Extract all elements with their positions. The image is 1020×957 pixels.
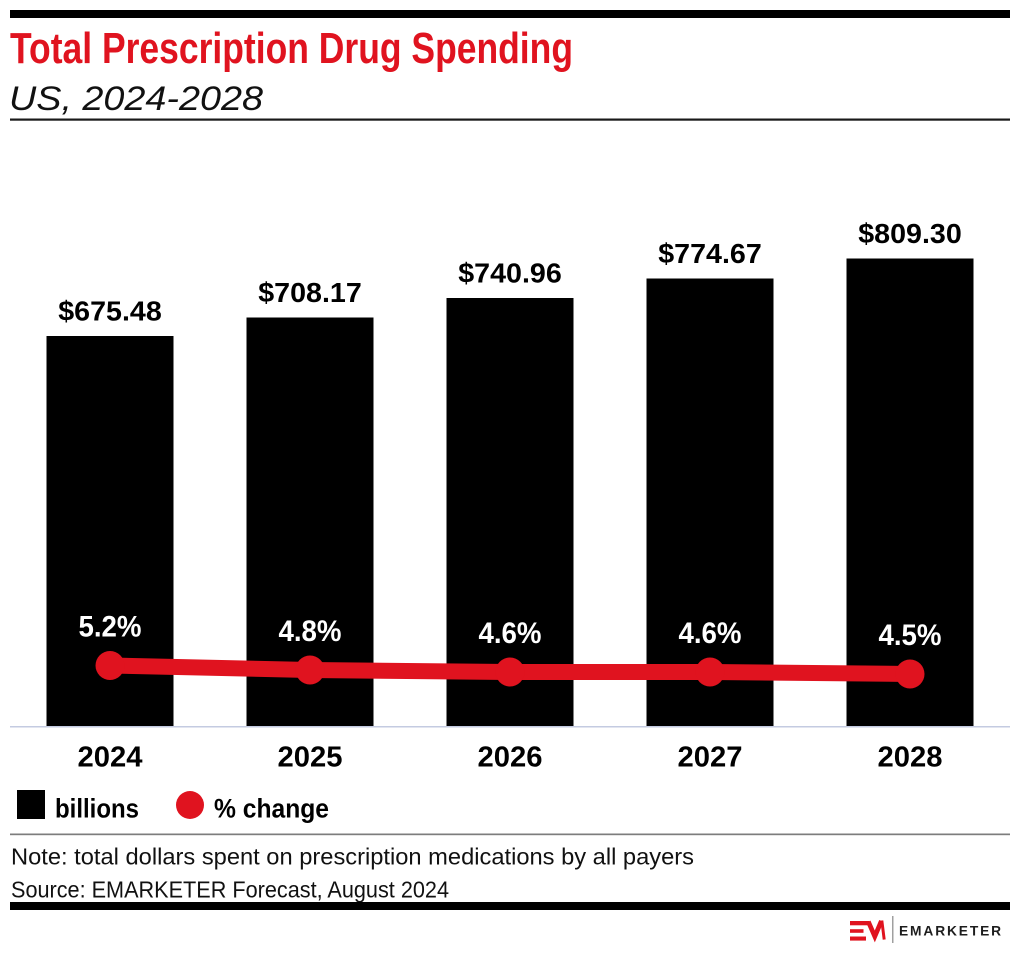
svg-text:4.6%: 4.6%	[479, 617, 542, 650]
svg-text:4.8%: 4.8%	[279, 615, 342, 648]
svg-text:$675.48: $675.48	[58, 296, 162, 327]
svg-text:2027: 2027	[678, 742, 743, 774]
svg-text:2028: 2028	[878, 742, 943, 774]
svg-text:4.5%: 4.5%	[879, 619, 942, 652]
svg-text:5.2%: 5.2%	[79, 611, 142, 644]
svg-text:4.6%: 4.6%	[679, 617, 742, 650]
svg-text:$740.96: $740.96	[458, 258, 562, 289]
svg-text:Note: total dollars spent on p: Note: total dollars spent on prescriptio…	[11, 844, 694, 870]
svg-text:Total Prescription Drug Spendi: Total Prescription Drug Spending	[10, 24, 573, 73]
svg-text:2025: 2025	[278, 742, 343, 774]
svg-text:$708.17: $708.17	[258, 277, 362, 308]
svg-text:$774.67: $774.67	[658, 238, 762, 269]
svg-text:Source: EMARKETER Forecast, Au: Source: EMARKETER Forecast, August 2024	[11, 877, 449, 903]
svg-text:billions: billions	[55, 794, 139, 824]
svg-text:2026: 2026	[478, 742, 543, 774]
svg-text:EMARKETER: EMARKETER	[899, 923, 1003, 939]
svg-text:2024: 2024	[78, 742, 143, 774]
svg-text:US, 2024-2028: US, 2024-2028	[9, 80, 263, 118]
svg-text:$809.30: $809.30	[858, 218, 962, 249]
svg-text:% change: % change	[214, 794, 329, 824]
